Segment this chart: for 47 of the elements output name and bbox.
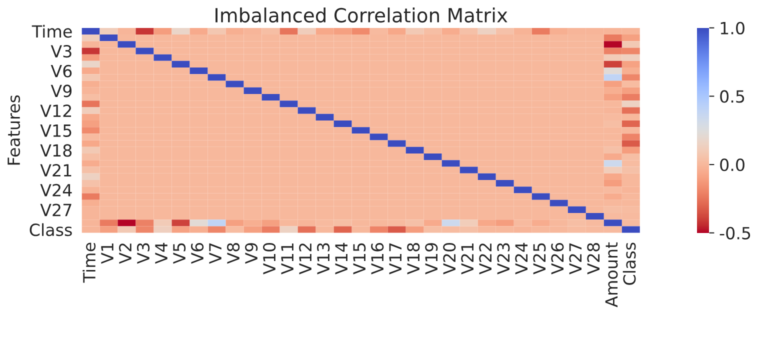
x-tick-label: V16 xyxy=(371,242,384,274)
y-tick-label: V18 xyxy=(40,144,72,157)
y-tick-label: Time xyxy=(32,24,72,38)
x-tick-label: V20 xyxy=(443,243,456,274)
x-tick-label: V25 xyxy=(533,243,546,274)
x-tick-label: V13 xyxy=(317,243,330,274)
x-tick-label: V3 xyxy=(136,243,150,264)
x-tick-label: V9 xyxy=(245,243,258,264)
y-tick-label: V21 xyxy=(40,164,72,176)
x-tick-label: V27 xyxy=(569,243,582,274)
x-tick-label: Amount xyxy=(605,242,618,308)
color-bar-label: -0.5 xyxy=(720,226,750,240)
x-tick-label: V15 xyxy=(353,243,366,274)
x-tick-label: V21 xyxy=(461,243,474,274)
y-tick-label: V9 xyxy=(50,84,72,98)
x-tick-label: V11 xyxy=(281,243,294,274)
x-tick-label: V18 xyxy=(407,243,420,274)
color-bar-label: 0.0 xyxy=(720,158,744,172)
x-tick-label: V22 xyxy=(479,244,492,274)
x-tick-label: V2 xyxy=(118,244,132,264)
x-tick-label: V28 xyxy=(587,243,600,274)
x-tick-label: V4 xyxy=(155,242,168,264)
x-tick-label: V10 xyxy=(263,243,276,274)
y-tick-label: Class xyxy=(30,223,72,236)
y-axis-title: Features xyxy=(8,95,20,165)
y-tick-label: V12 xyxy=(40,104,72,117)
color-bar-label: 0.5 xyxy=(720,90,744,103)
y-tick-label: V3 xyxy=(50,44,72,58)
x-tick-label: Class xyxy=(622,242,636,285)
x-tick-label: V7 xyxy=(209,243,222,264)
x-tick-label: V19 xyxy=(425,243,438,274)
color-bar-label: 1.0 xyxy=(720,22,744,34)
x-tick-label: V8 xyxy=(227,243,240,264)
x-tick-label: V14 xyxy=(335,242,348,274)
x-tick-label: V17 xyxy=(389,243,402,274)
x-tick-label: V23 xyxy=(497,243,510,274)
x-tick-label: V6 xyxy=(191,242,204,264)
x-tick-label: V12 xyxy=(299,244,312,274)
y-tick-label: V6 xyxy=(50,64,72,78)
x-tick-label: V5 xyxy=(173,243,186,264)
x-tick-label: V26 xyxy=(551,242,564,274)
y-tick-label: V27 xyxy=(40,204,72,216)
y-tick-label: V24 xyxy=(40,184,72,196)
y-tick-label: V15 xyxy=(40,124,72,137)
x-tick-label: V1 xyxy=(101,243,114,264)
x-tick-label: V24 xyxy=(515,242,528,274)
chart-title: Imbalanced Correlation Matrix xyxy=(216,8,508,23)
